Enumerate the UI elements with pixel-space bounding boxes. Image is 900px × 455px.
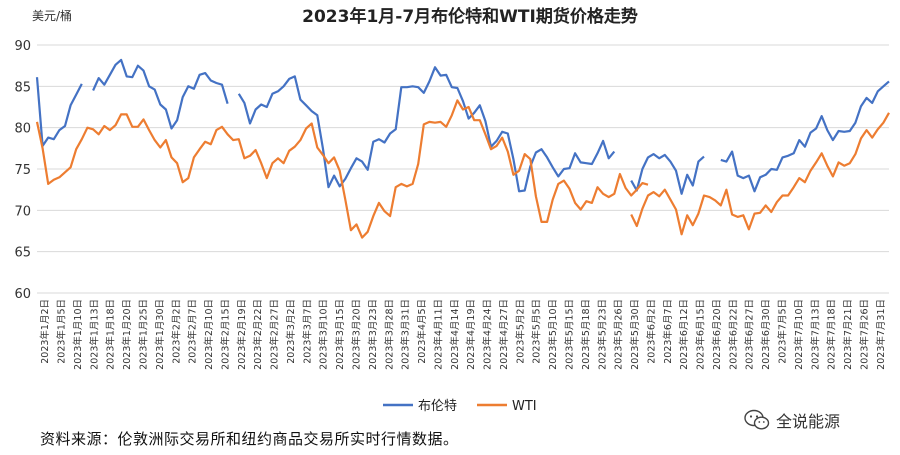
source-note: 资料来源：伦敦洲际交易所和纽约商品交易所实时行情数据。 bbox=[40, 430, 459, 448]
x-tick-label: 2023年6月2日 bbox=[645, 299, 657, 364]
x-tick-label: 2023年3月2日 bbox=[285, 299, 297, 364]
x-tick-label: 2023年1月2日 bbox=[39, 299, 51, 364]
x-tick-label: 2023年1月5日 bbox=[56, 299, 68, 364]
brent-line-segment-3 bbox=[630, 153, 705, 195]
x-tick-label: 2023年6月27日 bbox=[744, 299, 756, 370]
chart-title: 2023年1月-7月布伦特和WTI期货价格走势 bbox=[302, 6, 638, 27]
x-tick-label: 2023年1月13日 bbox=[88, 299, 100, 370]
x-tick-label: 2023年7月5日 bbox=[777, 299, 789, 364]
y-tick-label: 90 bbox=[14, 39, 31, 54]
x-tick-label: 2023年3月10日 bbox=[318, 299, 330, 370]
watermark-text: 全说能源 bbox=[776, 412, 841, 431]
brent-line-segment-1 bbox=[92, 58, 229, 130]
x-tick-label: 2023年1月20日 bbox=[121, 299, 133, 370]
x-tick-label: 2023年3月20日 bbox=[351, 299, 363, 370]
x-tick-label: 2023年6月22日 bbox=[727, 299, 739, 370]
wti-line-segment-1 bbox=[630, 112, 890, 236]
y-tick-label: 75 bbox=[14, 163, 31, 178]
brent-line-segment-4 bbox=[720, 80, 890, 193]
x-tick-label: 2023年4月24日 bbox=[482, 299, 494, 370]
legend: 布伦特 WTI bbox=[383, 399, 537, 414]
x-tick-label: 2023年7月13日 bbox=[809, 299, 821, 370]
x-tick-label: 2023年1月10日 bbox=[72, 299, 84, 370]
x-tick-label: 2023年1月25日 bbox=[138, 299, 150, 370]
series-lines bbox=[35, 58, 890, 239]
brent-line-segment-0 bbox=[35, 77, 83, 147]
x-tick-label: 2023年5月5日 bbox=[531, 299, 543, 364]
x-tick-label: 2023年5月2日 bbox=[514, 299, 526, 364]
brent-line-segment-2 bbox=[237, 66, 616, 193]
x-tick-label: 2023年5月23日 bbox=[596, 299, 608, 370]
x-tick-label: 2023年2月15日 bbox=[219, 299, 231, 370]
x-tick-label: 2023年3月7日 bbox=[301, 299, 313, 364]
x-tick-label: 2023年5月15日 bbox=[564, 299, 576, 370]
x-tick-label: 2023年3月28日 bbox=[383, 299, 395, 370]
x-tick-label: 2023年1月18日 bbox=[105, 299, 117, 370]
x-tick-label: 2023年2月19日 bbox=[236, 299, 248, 370]
x-tick-label: 2023年7月10日 bbox=[793, 299, 805, 370]
x-tick-label: 2023年5月10日 bbox=[547, 299, 559, 370]
wechat-icon bbox=[744, 409, 770, 430]
x-tick-label: 2023年7月31日 bbox=[875, 299, 887, 370]
x-tick-label: 2023年3月31日 bbox=[400, 299, 412, 370]
y-tick-label: 80 bbox=[14, 122, 31, 137]
grid-lines bbox=[37, 44, 889, 294]
x-tick-label: 2023年7月21日 bbox=[842, 299, 854, 370]
x-tick-label: 2023年4月14日 bbox=[449, 299, 461, 370]
x-tick-label: 2023年2月7日 bbox=[187, 299, 199, 364]
x-tick-label: 2023年4月19日 bbox=[465, 299, 477, 370]
x-axis-ticks: 2023年1月2日 2023年1月5日 2023年1月10日 2023年1月13日 20… bbox=[39, 299, 887, 370]
y-tick-label: 65 bbox=[14, 246, 31, 261]
x-tick-label: 2023年4月5日 bbox=[416, 299, 428, 364]
x-tick-label: 2023年5月30日 bbox=[629, 299, 641, 370]
wti-line-segment-0 bbox=[35, 99, 649, 239]
watermark: 全说能源 bbox=[744, 408, 840, 432]
x-tick-label: 2023年6月7日 bbox=[662, 299, 674, 364]
x-tick-label: 2023年4月11日 bbox=[432, 299, 444, 370]
x-tick-label: 2023年2月27日 bbox=[269, 299, 281, 370]
x-tick-label: 2023年5月26日 bbox=[613, 299, 625, 370]
x-tick-label: 2023年2月22日 bbox=[252, 299, 264, 370]
y-tick-label: 60 bbox=[14, 287, 31, 302]
x-tick-label: 2023年7月26日 bbox=[858, 299, 870, 370]
x-tick-label: 2023年5月18日 bbox=[580, 299, 592, 370]
x-tick-label: 2023年6月12日 bbox=[678, 299, 690, 370]
x-tick-label: 2023年3月23日 bbox=[367, 299, 379, 370]
y-tick-label: 85 bbox=[14, 80, 31, 95]
x-tick-label: 2023年1月30日 bbox=[154, 299, 166, 370]
x-tick-label: 2023年6月20日 bbox=[711, 299, 723, 370]
x-tick-label: 2023年6月15日 bbox=[695, 299, 707, 370]
legend-label-brent: 布伦特 bbox=[418, 399, 457, 414]
x-tick-label: 2023年3月15日 bbox=[334, 299, 346, 370]
x-tick-label: 2023年4月27日 bbox=[498, 299, 510, 370]
x-tick-label: 2023年6月30日 bbox=[760, 299, 772, 370]
legend-label-wti: WTI bbox=[512, 399, 537, 414]
y-axis-unit: 美元/桶 bbox=[32, 8, 72, 23]
y-tick-label: 70 bbox=[14, 204, 31, 219]
y-axis-ticks: 60 65 70 75 80 85 90 bbox=[14, 39, 31, 302]
x-tick-label: 2023年7月18日 bbox=[826, 299, 838, 370]
x-tick-label: 2023年2月2日 bbox=[170, 299, 182, 364]
x-tick-label: 2023年2月10日 bbox=[203, 299, 215, 370]
